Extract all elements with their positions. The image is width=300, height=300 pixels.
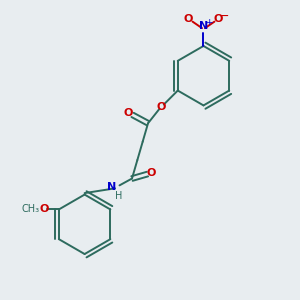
Text: N: N bbox=[107, 182, 116, 192]
Text: O: O bbox=[39, 204, 49, 214]
Text: +: + bbox=[205, 18, 212, 27]
Text: O: O bbox=[147, 168, 156, 178]
Text: O: O bbox=[184, 14, 193, 24]
Text: O: O bbox=[124, 108, 133, 118]
Text: CH₃: CH₃ bbox=[22, 204, 40, 214]
Text: H: H bbox=[115, 191, 123, 201]
Text: O: O bbox=[157, 102, 166, 112]
Text: O: O bbox=[214, 14, 223, 24]
Text: N: N bbox=[199, 21, 208, 31]
Text: −: − bbox=[219, 10, 230, 23]
